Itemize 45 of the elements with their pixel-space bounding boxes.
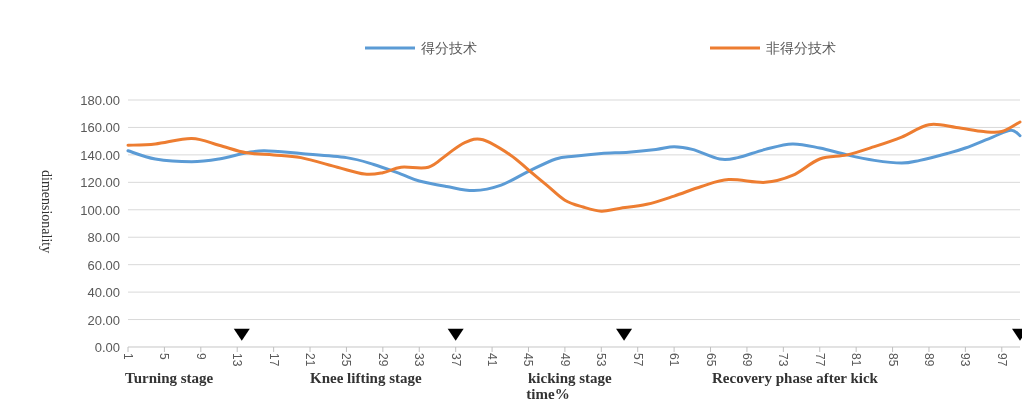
x-tick-label: 29	[375, 353, 390, 367]
x-tick-label: 37	[448, 353, 463, 367]
x-tick-label: 93	[958, 353, 973, 367]
y-tick-label: 140.00	[80, 147, 120, 163]
legend-label: 非得分技术	[766, 40, 836, 56]
y-tick-label: 160.00	[80, 120, 120, 136]
x-tick-label: 65	[703, 353, 718, 367]
x-tick-label: 45	[521, 353, 536, 367]
y-tick-label: 20.00	[87, 312, 120, 328]
x-tick-label: 57	[630, 353, 645, 367]
y-tick-label: 0.00	[94, 340, 120, 355]
line-series	[126, 120, 1022, 213]
x-tick-label: 1	[121, 353, 135, 360]
y-tick-label: 40.00	[87, 285, 120, 301]
x-tick-label: 9	[193, 353, 208, 360]
y-tick-label: 180.00	[80, 93, 120, 108]
x-tick-label: 53	[594, 353, 609, 367]
y-tick-label: 60.00	[87, 257, 120, 273]
x-tick-label: 85	[885, 353, 900, 367]
line-series	[126, 128, 1022, 193]
x-tick-label: 61	[667, 353, 682, 367]
y-tick-label: 100.00	[80, 202, 120, 218]
x-tick-label: 77	[812, 353, 827, 367]
y-tick-label: 80.00	[87, 230, 120, 246]
x-tick-label: 81	[849, 353, 864, 367]
x-tick-label: 89	[921, 353, 936, 367]
x-tick-label: 41	[485, 353, 500, 367]
y-axis-title: dimensionality	[39, 170, 54, 254]
x-tick-label: 33	[412, 353, 427, 367]
text: Knee lifting stage	[310, 370, 422, 386]
text: kicking stage	[528, 370, 613, 386]
x-tick-label: 69	[739, 353, 754, 367]
x-tick-label: 97	[994, 353, 1009, 367]
legend-label: 得分技术	[421, 40, 477, 56]
x-tick-label: 13	[230, 353, 245, 367]
x-tick-label: 73	[776, 353, 791, 367]
x-axis-title: time%	[526, 386, 570, 402]
text: Turning stage	[125, 370, 214, 386]
y-tick-label: 120.00	[80, 175, 120, 191]
x-tick-label: 25	[339, 353, 354, 367]
x-tick-label: 21	[303, 353, 318, 367]
text: Recovery phase after kick	[712, 370, 879, 386]
x-tick-label: 5	[157, 353, 172, 360]
x-tick-label: 49	[557, 353, 572, 367]
x-tick-label: 17	[266, 353, 281, 367]
